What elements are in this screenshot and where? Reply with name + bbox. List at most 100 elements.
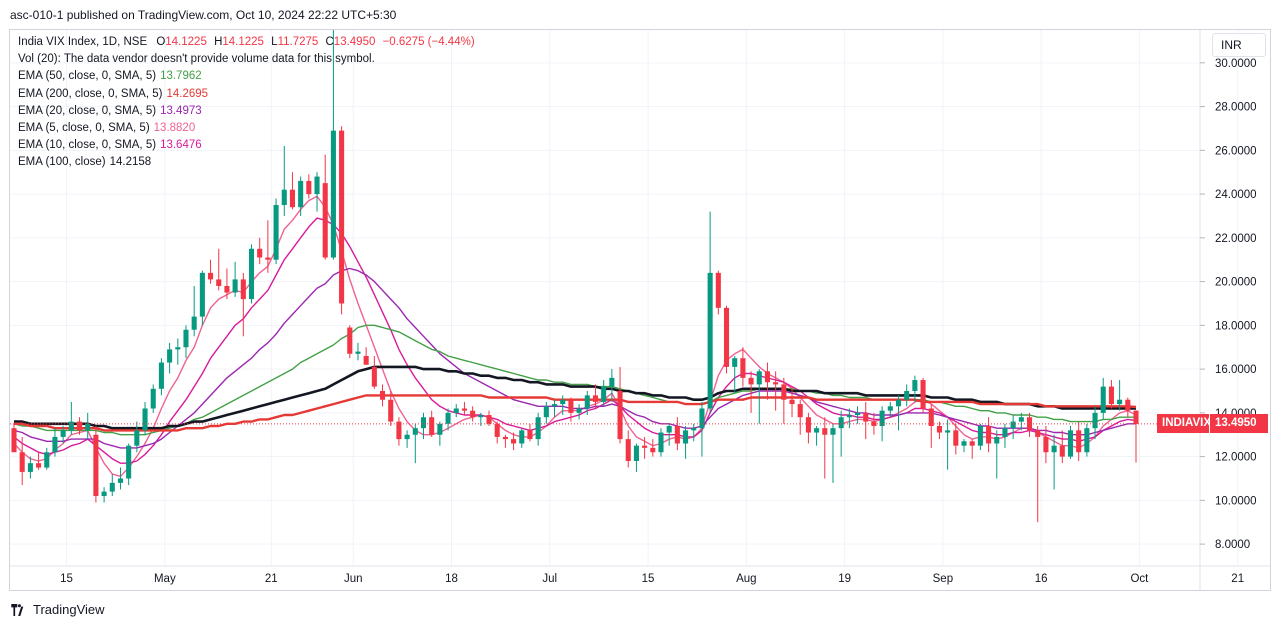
candle-body xyxy=(36,463,42,468)
candle-body xyxy=(371,366,377,387)
currency-selector[interactable]: INR xyxy=(1212,33,1266,57)
legend-indicator-value: 13.6476 xyxy=(160,139,202,152)
candle-down xyxy=(322,154,328,260)
candle-body xyxy=(904,390,910,400)
candle-up xyxy=(1092,406,1098,440)
candle-up xyxy=(126,443,132,486)
legend-volume-row[interactable]: Vol (20): The data vendor doesn't provid… xyxy=(18,51,475,68)
candle-up xyxy=(732,355,738,394)
candle-body xyxy=(412,428,418,435)
candle-body xyxy=(1026,417,1033,431)
time-tick-label: Aug xyxy=(736,573,756,585)
candle-down xyxy=(257,237,263,265)
candle-body xyxy=(52,436,58,453)
grid-lines xyxy=(10,30,1239,566)
candle-up xyxy=(658,428,664,457)
candle-body xyxy=(1100,386,1106,413)
candle-body xyxy=(1084,428,1090,453)
candle-body xyxy=(683,430,689,444)
legend-indicator-row[interactable]: EMA (100, close) 14.2158 xyxy=(18,154,475,171)
candle-up xyxy=(707,211,713,413)
candle-body xyxy=(470,410,476,418)
candle-body xyxy=(773,382,779,385)
legend-indicator-row[interactable]: EMA (50, close, 0, SMA, 5) 13.7962 xyxy=(18,68,475,85)
candle-up xyxy=(887,401,893,418)
legend-change: −0.6275 (−4.44%) xyxy=(382,36,475,48)
candle-body xyxy=(658,432,664,453)
candle-body xyxy=(609,377,615,387)
footer-brand[interactable]: TradingView xyxy=(10,602,105,617)
legend-indicator-row[interactable]: EMA (20, close, 0, SMA, 5) 13.4973 xyxy=(18,103,475,120)
candle-body xyxy=(1002,428,1008,437)
candle-down xyxy=(486,410,492,426)
candle-body xyxy=(863,412,869,422)
candle-body xyxy=(298,180,304,208)
candle-down xyxy=(789,386,795,418)
candle-body xyxy=(855,412,861,416)
price-tick-label: 8.0000 xyxy=(1215,539,1250,551)
candle-body xyxy=(920,380,926,409)
candle-up xyxy=(191,285,197,337)
candles xyxy=(11,30,1139,523)
time-tick-label: 21 xyxy=(1231,573,1244,585)
candle-body xyxy=(396,421,402,440)
candle-body xyxy=(486,415,492,424)
candle-down xyxy=(347,325,353,359)
candle-down xyxy=(224,268,230,300)
candle-up xyxy=(830,423,836,483)
candle-body xyxy=(1067,430,1074,457)
candle-up xyxy=(855,406,861,424)
candle-body xyxy=(19,452,25,472)
candle-up xyxy=(445,408,451,431)
ema-line xyxy=(13,267,1136,449)
legend-indicator-row[interactable]: EMA (10, close, 0, SMA, 5) 13.6476 xyxy=(18,137,475,154)
candle-up xyxy=(27,456,33,479)
candle-body xyxy=(789,399,795,405)
candle-up xyxy=(355,342,361,361)
candle-body xyxy=(723,307,730,367)
candle-up xyxy=(232,261,238,297)
legend-indicator-row[interactable]: EMA (5, close, 0, SMA, 5) 13.8820 xyxy=(18,120,475,137)
candle-body xyxy=(961,441,967,446)
candle-body xyxy=(314,176,320,195)
price-tick-label: 30.0000 xyxy=(1215,58,1257,70)
candle-up xyxy=(134,421,140,453)
candle-body xyxy=(1035,430,1041,437)
candle-up xyxy=(1051,434,1057,490)
candle-body xyxy=(740,358,746,378)
candle-body xyxy=(429,417,435,435)
candle-body xyxy=(560,399,566,405)
candle-down xyxy=(805,412,811,444)
candle-up xyxy=(994,430,1000,479)
legend-open: 14.1225 xyxy=(165,36,207,48)
candle-up xyxy=(601,380,607,407)
symbol-price-tag: INDIAVIX xyxy=(1157,414,1211,434)
candle-up xyxy=(633,443,639,472)
candle-body xyxy=(1125,399,1131,411)
chart-frame[interactable] xyxy=(9,29,1271,591)
legend-symbol-row[interactable]: India VIX Index, 1D, NSE O14.1225 H14.12… xyxy=(18,34,475,51)
candle-up xyxy=(68,401,74,435)
legend-indicator-value: 14.2158 xyxy=(109,156,152,169)
legend-indicator-row[interactable]: EMA (200, close, 0, SMA, 5) 14.2695 xyxy=(18,86,475,103)
candle-down xyxy=(969,439,975,459)
candle-up xyxy=(150,384,156,413)
time-axis: 15 May 21 Jun 18 Jul 15 Aug 19 Sep 16 Oct 21 xyxy=(10,565,1270,585)
time-tick-label: 15 xyxy=(642,573,655,585)
candle-body xyxy=(936,425,942,433)
candle-body xyxy=(781,384,787,400)
price-tick-label: 22.0000 xyxy=(1215,233,1257,245)
time-tick-label: May xyxy=(154,573,176,585)
candle-body xyxy=(674,425,680,444)
candle-body xyxy=(44,452,50,468)
candle-up xyxy=(314,172,320,212)
price-tick-label: 18.0000 xyxy=(1215,320,1257,332)
candle-down xyxy=(781,377,787,424)
candle-up xyxy=(85,412,91,440)
candle-down xyxy=(1076,421,1082,461)
candle-body xyxy=(879,410,885,426)
candle-down xyxy=(265,220,271,273)
candle-up xyxy=(183,325,189,359)
candle-down xyxy=(740,347,746,387)
